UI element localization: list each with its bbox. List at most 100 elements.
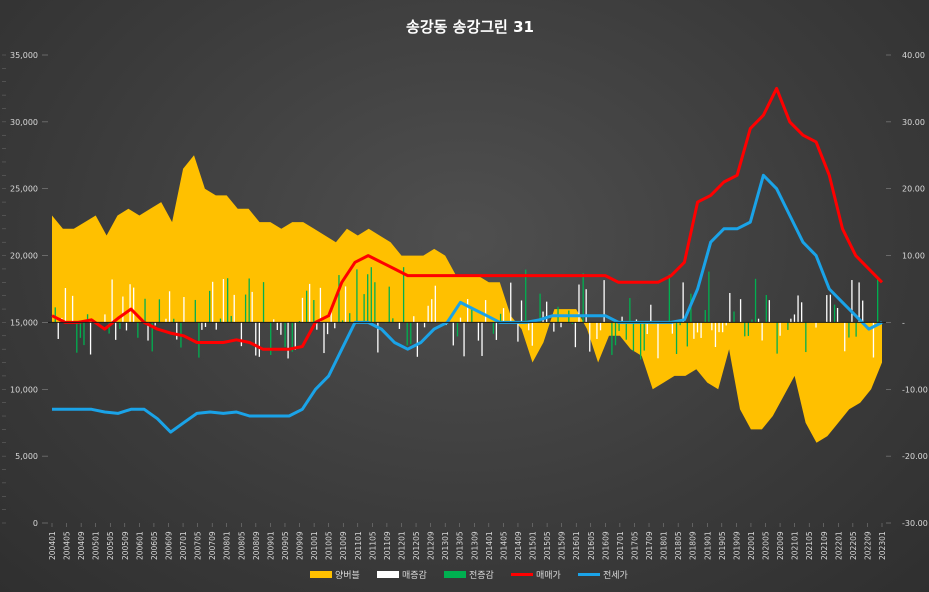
legend-swatch <box>377 571 399 578</box>
bar-전증감 <box>618 322 620 331</box>
bar-매증감 <box>165 318 167 323</box>
x-tick-label: 201005 <box>325 531 334 560</box>
bar-매증감 <box>542 311 544 323</box>
bar-매증감 <box>251 291 253 323</box>
x-tick-label: 200609 <box>164 531 173 560</box>
x-tick-label: 202105 <box>805 531 814 560</box>
bar-매증감 <box>757 318 760 323</box>
bar-전증감 <box>643 322 645 351</box>
bar-매증감 <box>330 310 332 323</box>
y-left-tick-label: 35,000 <box>10 51 38 60</box>
bar-매증감 <box>319 287 322 323</box>
x-tick-label: 201901 <box>703 531 712 560</box>
bar-매증감 <box>711 322 713 331</box>
x-tick-label: 201609 <box>601 531 610 560</box>
x-tick-label: 202209 <box>863 531 872 560</box>
x-tick-label: 201905 <box>718 531 727 560</box>
bar-매증감 <box>176 322 178 340</box>
bar-매증감 <box>725 322 727 326</box>
bar-전증감 <box>370 267 372 323</box>
bar-전증감 <box>632 322 635 352</box>
x-tick-label: 200505 <box>106 531 115 560</box>
bar-매증감 <box>154 322 156 326</box>
bar-매증감 <box>413 316 415 323</box>
x-tick-label: 202301 <box>878 531 887 560</box>
bar-전증감 <box>151 322 153 352</box>
bar-전증감 <box>374 282 376 323</box>
bar-매증감 <box>133 287 135 323</box>
x-tick-label: 202201 <box>834 531 843 560</box>
legend-swatch <box>444 571 466 578</box>
bar-매증감 <box>714 322 717 347</box>
y-left-tick-label: 0 <box>33 519 38 528</box>
bar-매증감 <box>729 292 731 323</box>
bar-전증감 <box>708 271 710 323</box>
bar-매증감 <box>589 322 591 352</box>
bar-매증감 <box>528 322 530 331</box>
x-tick-label: 201305 <box>456 531 465 560</box>
bar-전증감 <box>686 322 688 347</box>
bar-전증감 <box>262 282 265 323</box>
bar-전증감 <box>356 269 358 323</box>
bar-매증감 <box>416 322 419 357</box>
bar-매증감 <box>844 322 846 352</box>
bar-매증감 <box>779 322 781 336</box>
bar-전증감 <box>471 308 473 323</box>
x-tick-label: 201705 <box>630 531 639 560</box>
bar-매증감 <box>851 280 853 323</box>
bar-매증감 <box>657 322 659 359</box>
bar-전증감 <box>226 278 229 323</box>
legend-label: 전증감 <box>469 569 494 581</box>
x-tick-label: 200509 <box>121 531 130 560</box>
bar-전증감 <box>582 273 584 323</box>
bar-매증감 <box>599 322 602 331</box>
bar-전증감 <box>754 278 757 323</box>
bar-전증감 <box>406 322 408 346</box>
bar-매증감 <box>858 282 860 323</box>
legend-label: 양버블 <box>335 570 360 581</box>
x-tick-label: 200801 <box>223 531 232 560</box>
x-tick-label: 200901 <box>266 531 275 560</box>
x-tick-label: 201605 <box>587 531 596 560</box>
bar-전증감 <box>349 313 351 323</box>
bar-매증감 <box>423 322 426 328</box>
legend-label: 매매가 <box>536 570 561 581</box>
bar-매증감 <box>273 319 275 323</box>
bar-매증감 <box>344 286 347 323</box>
bar-매증감 <box>308 283 311 323</box>
bar-매증감 <box>696 322 699 333</box>
y-left-tick-label: 20,000 <box>10 252 38 261</box>
bar-매증감 <box>650 304 652 323</box>
bar-매증감 <box>693 322 695 339</box>
x-tick-label: 201301 <box>441 531 450 560</box>
bar-매증감 <box>510 282 512 323</box>
bar-전증감 <box>675 322 678 354</box>
x-tick-label: 202001 <box>747 531 756 560</box>
bar-매증감 <box>578 284 580 323</box>
bar-매증감 <box>57 322 59 339</box>
x-tick-label: 201509 <box>558 531 567 560</box>
bar-전증감 <box>388 286 390 323</box>
x-tick-label: 202009 <box>776 531 785 560</box>
bar-매증감 <box>255 322 257 356</box>
bar-전증감 <box>341 320 344 323</box>
bar-전증감 <box>219 318 222 323</box>
bar-매증감 <box>477 322 480 341</box>
bar-전증감 <box>765 294 767 323</box>
bar-전증감 <box>833 304 836 323</box>
bar-매증감 <box>183 297 185 323</box>
bar-매증감 <box>793 314 796 323</box>
x-tick-label: 201205 <box>412 531 421 560</box>
bar-매증감 <box>115 322 117 340</box>
bar-매증감 <box>215 322 217 330</box>
y-right-tick-label: -30.00 <box>902 519 928 528</box>
bar-전증감 <box>338 275 340 323</box>
bar-전증감 <box>629 298 631 323</box>
bar-전증감 <box>733 311 735 323</box>
bars-layer <box>54 267 879 360</box>
bar-매증감 <box>829 294 832 323</box>
bar-전증감 <box>539 293 541 323</box>
bar-매증감 <box>467 299 469 323</box>
bar-매증감 <box>301 297 304 323</box>
